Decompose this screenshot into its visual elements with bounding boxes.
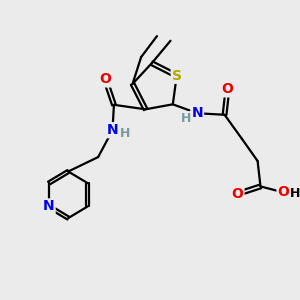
Text: H: H [119,127,130,140]
Text: O: O [221,82,233,96]
Text: O: O [99,72,111,86]
Text: S: S [172,69,182,83]
Text: N: N [43,200,55,213]
Text: H: H [181,112,191,125]
Text: N: N [107,123,118,137]
Text: N: N [191,106,203,120]
Text: H: H [290,188,300,200]
Text: O: O [232,187,243,201]
Text: O: O [278,185,290,200]
